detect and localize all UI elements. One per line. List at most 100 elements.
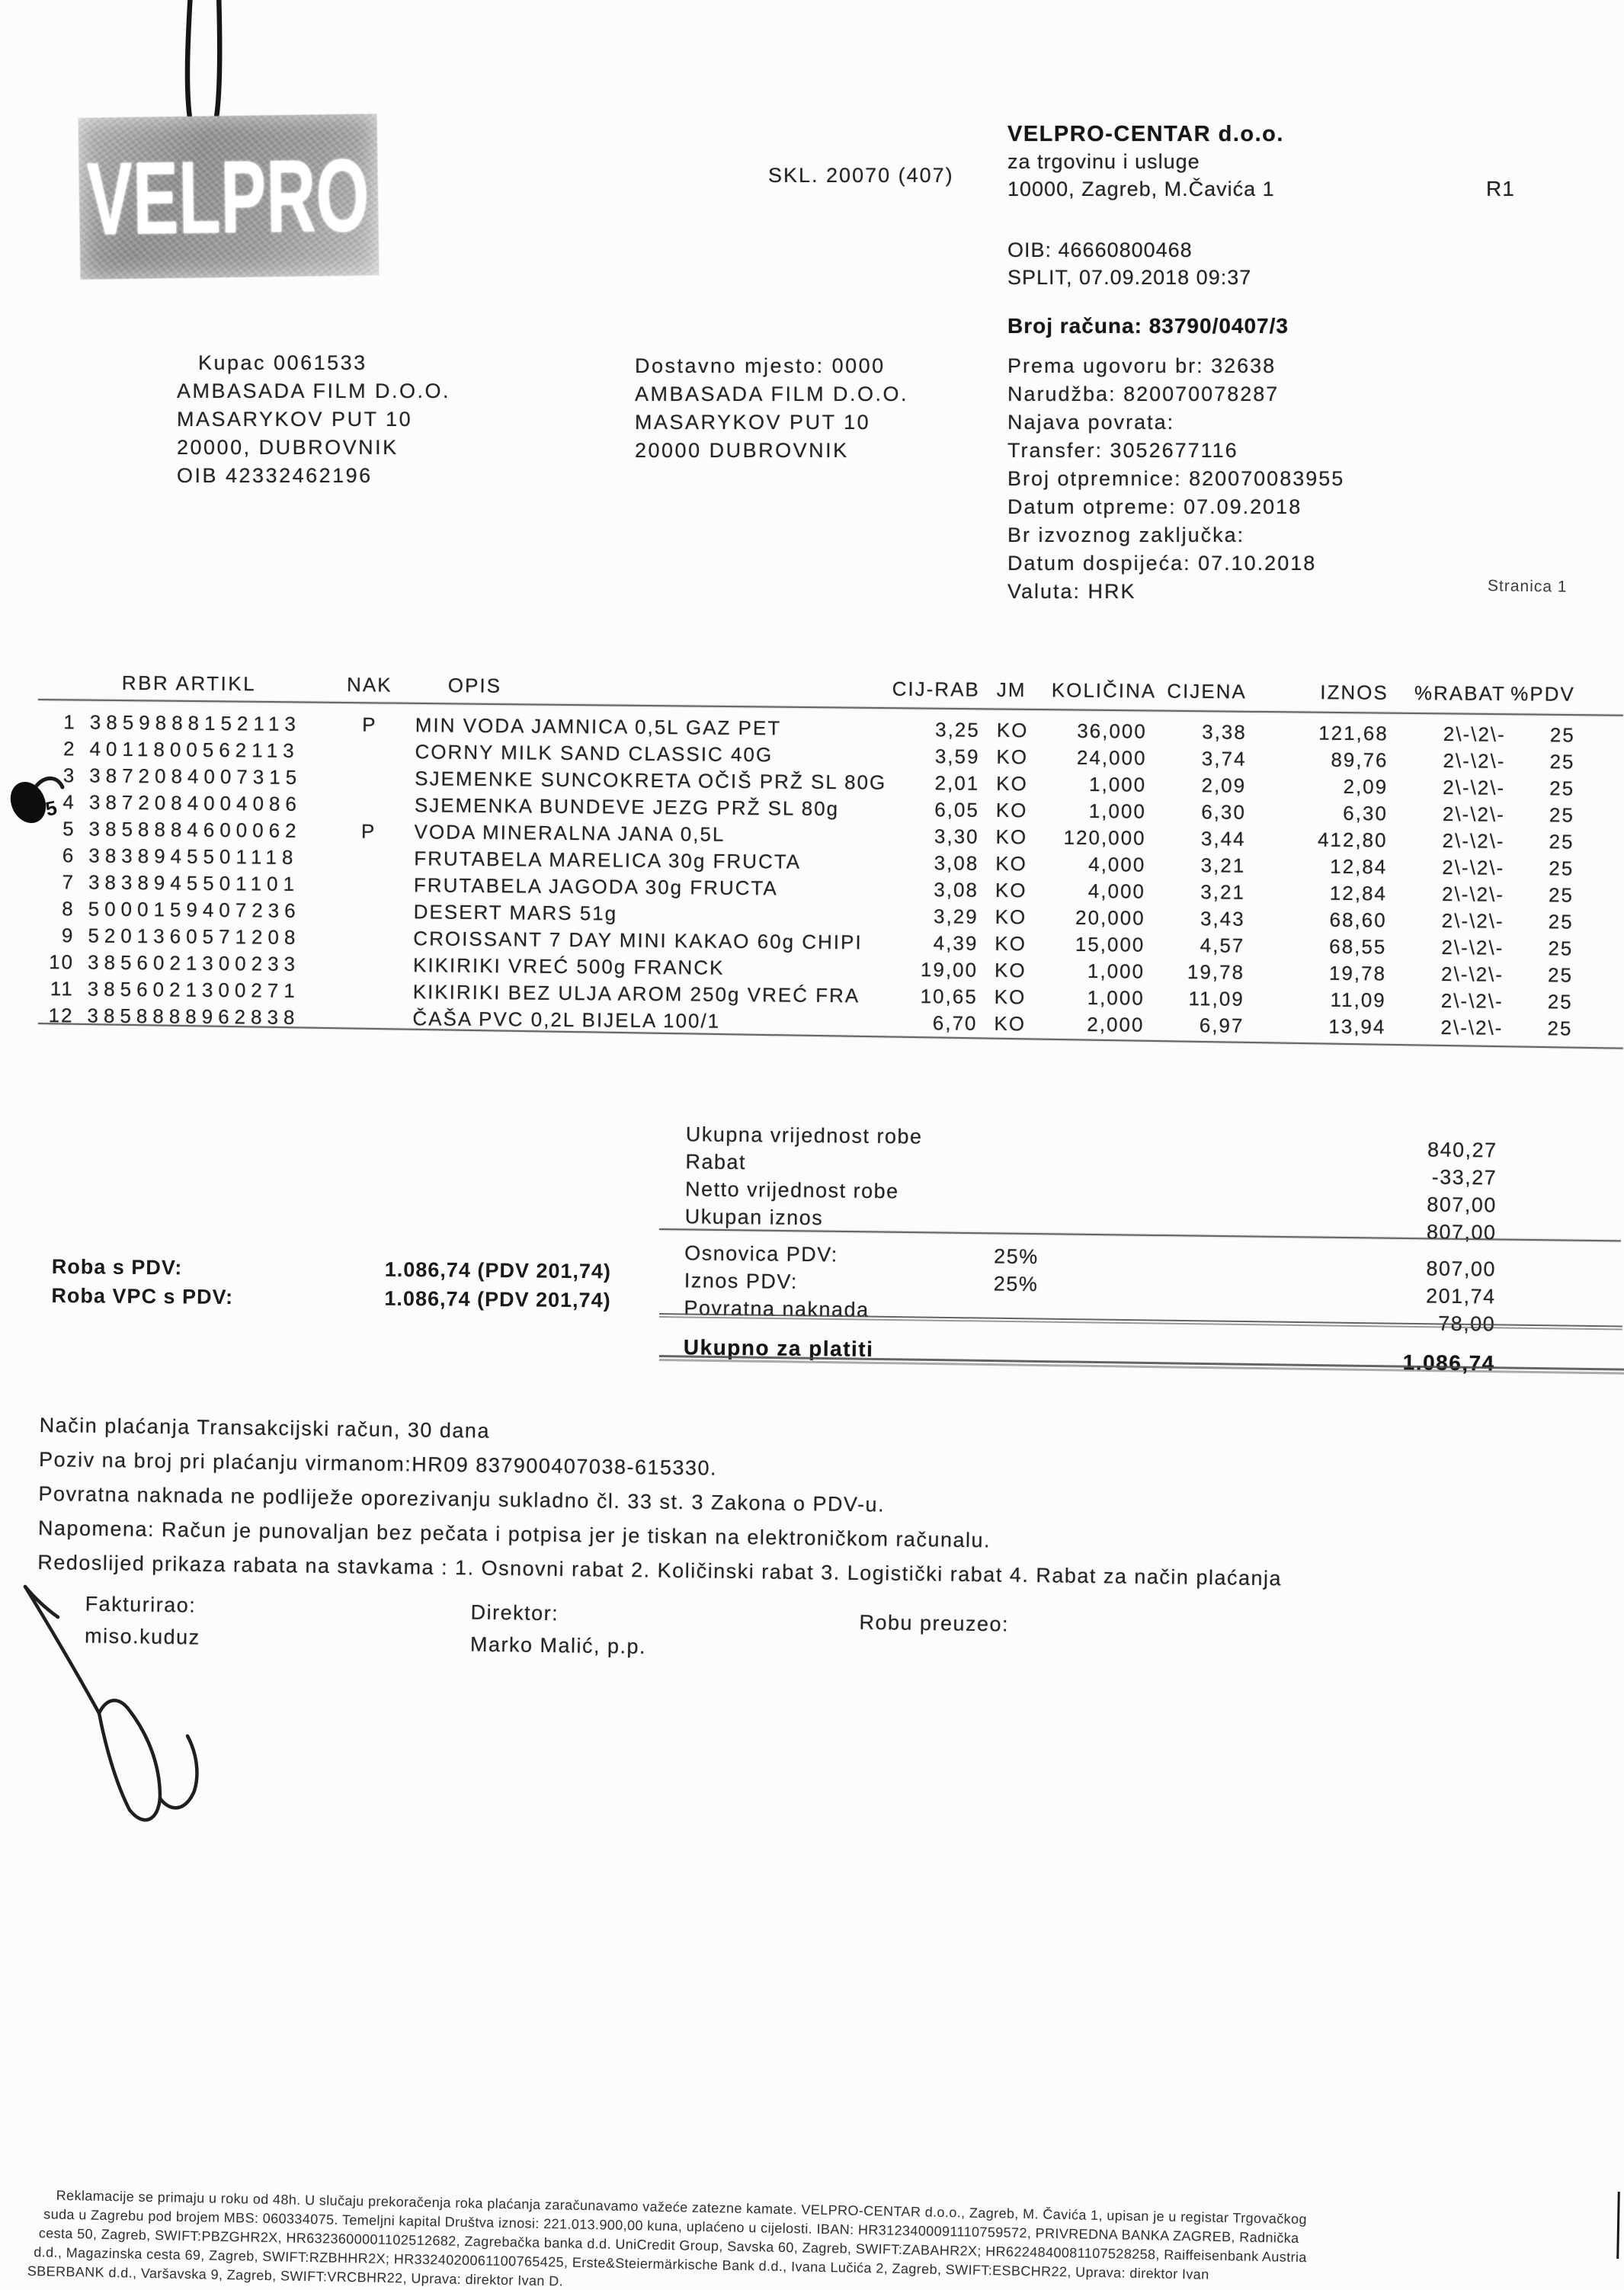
buyer-line: 20000, DUBROVNIK bbox=[177, 436, 399, 459]
cell-jm: KO bbox=[995, 798, 1028, 822]
cell-nak bbox=[334, 844, 402, 872]
cell-artikl: 5000159407236 bbox=[88, 897, 301, 922]
cell-kolicina: 4,000 bbox=[1087, 879, 1146, 903]
cell-cij-rab: 3,08 bbox=[934, 878, 979, 902]
meta-line: Transfer: 3052677116 bbox=[1007, 439, 1238, 462]
cell-iznos: 89,76 bbox=[1331, 748, 1389, 772]
cell-rbr: 7 bbox=[62, 870, 75, 894]
left-totals-label: Roba VPC s PDV: bbox=[51, 1283, 234, 1309]
cell-nak bbox=[334, 871, 402, 898]
cell-rabat: 2\-\2\- bbox=[1442, 856, 1505, 879]
cell-opis: FRUTABELA JAGODA 30g FRUCTA bbox=[413, 873, 778, 900]
cell-cijena: 4,57 bbox=[1200, 934, 1245, 957]
meta-line: Br izvoznog zaključka: bbox=[1007, 524, 1245, 546]
robu-preuzeo-label: Robu preuzeo: bbox=[859, 1610, 1010, 1636]
meta-line: Prema ugovoru br: 32638 bbox=[1007, 354, 1276, 377]
buyer-line: Kupac 0061533 bbox=[198, 351, 367, 374]
items-table-body: 1 3859888152113 P MIN VODA JAMNICA 0,5L … bbox=[39, 709, 1575, 1043]
cell-opis: KIKIRIKI BEZ ULJA AROM 250g VREĆ FRA bbox=[412, 980, 860, 1007]
col-header-rabat: %RABAT bbox=[1414, 681, 1506, 706]
cell-rabat: 2\-\2\- bbox=[1441, 909, 1504, 933]
cell-kolicina: 15,000 bbox=[1075, 932, 1145, 956]
totals-label: Ukupna vrijednost robe bbox=[685, 1123, 923, 1148]
cell-nak bbox=[333, 978, 402, 1005]
meta-line: Datum otpreme: 07.09.2018 bbox=[1007, 495, 1302, 518]
cell-rabat: 2\-\2\- bbox=[1442, 802, 1505, 826]
cell-opis: DESERT MARS 51g bbox=[413, 900, 618, 925]
col-header-opis: OPIS bbox=[447, 674, 502, 697]
spacer bbox=[1007, 203, 1289, 236]
cell-cij-rab: 3,59 bbox=[934, 745, 980, 768]
delivery-line: MASARYKOV PUT 10 bbox=[635, 411, 871, 434]
cell-jm: KO bbox=[995, 825, 1028, 849]
buyer-line: OIB 42332462196 bbox=[177, 464, 373, 487]
totals-rate: 25% bbox=[993, 1272, 1039, 1296]
totals-block: Ukupna vrijednost robe 840,27 Rabat -33,… bbox=[661, 1120, 1619, 1375]
svg-text:5: 5 bbox=[43, 796, 59, 821]
meta-line: Valuta: HRK bbox=[1007, 580, 1136, 603]
cell-cijena: 3,44 bbox=[1200, 827, 1246, 850]
col-header-pdv: %PDV bbox=[1510, 682, 1575, 706]
cell-kolicina: 1,000 bbox=[1087, 985, 1145, 1010]
cell-nak bbox=[335, 791, 403, 818]
cell-nak: P bbox=[360, 819, 376, 843]
cell-pdv: 25 bbox=[1547, 963, 1574, 987]
cell-pdv: 25 bbox=[1548, 937, 1574, 960]
cell-jm: KO bbox=[994, 1011, 1027, 1036]
cell-iznos: 121,68 bbox=[1318, 721, 1389, 745]
col-header-iznos: IZNOS bbox=[1320, 681, 1389, 704]
issue-place-date: SPLIT, 07.09.2018 09:37 bbox=[1007, 266, 1252, 289]
cell-opis: MIN VODA JAMNICA 0,5L GAZ PET bbox=[415, 713, 782, 740]
cell-artikl: 4011800562113 bbox=[89, 737, 299, 762]
cell-pdv: 25 bbox=[1547, 990, 1573, 1014]
meta-line: Broj otpremnice: 820070083955 bbox=[1007, 467, 1345, 490]
col-header-nak: NAK bbox=[347, 673, 392, 697]
cell-jm: KO bbox=[995, 851, 1027, 876]
supplier-activity: za trgovinu i usluge bbox=[1007, 150, 1200, 173]
cell-iznos: 412,80 bbox=[1317, 828, 1388, 852]
cell-iznos: 68,55 bbox=[1329, 934, 1387, 959]
velpro-logo-stamp: VELPRO bbox=[78, 114, 380, 280]
cell-jm: KO bbox=[994, 985, 1027, 1009]
meta-line: Narudžba: 820070078287 bbox=[1007, 383, 1280, 405]
cell-cij-rab: 3,30 bbox=[934, 825, 979, 848]
cell-iznos: 12,84 bbox=[1329, 881, 1388, 905]
cell-nak: P bbox=[362, 713, 377, 736]
totals-label: Ukupan iznos bbox=[684, 1205, 824, 1230]
cell-cijena: 11,09 bbox=[1188, 987, 1244, 1010]
totals-value: 807,00 bbox=[1426, 1220, 1497, 1244]
cell-iznos: 19,78 bbox=[1328, 961, 1387, 985]
left-totals-block: Roba s PDV: 1.086,74 (PDV 201,74) Roba V… bbox=[51, 1252, 738, 1316]
col-header-cij-rab: CIJ-RAB bbox=[892, 677, 980, 701]
pen-scribble-mark bbox=[23, 1584, 199, 1822]
cell-kolicina: 20,000 bbox=[1075, 905, 1145, 930]
cell-artikl: 5201360571208 bbox=[88, 924, 301, 949]
cell-cijena: 2,09 bbox=[1201, 773, 1247, 797]
cell-nak bbox=[335, 738, 403, 765]
totals-value: 1.086,74 bbox=[1402, 1350, 1495, 1376]
cell-rbr: 2 bbox=[62, 737, 76, 761]
cell-pdv: 25 bbox=[1548, 910, 1574, 934]
cell-cijena: 3,21 bbox=[1200, 854, 1246, 877]
cell-rbr: 10 bbox=[49, 950, 75, 974]
cell-rabat: 2\-\2\- bbox=[1441, 936, 1504, 959]
cell-artikl: 3856021300271 bbox=[87, 977, 300, 1002]
cell-nak bbox=[333, 924, 402, 952]
delivery-block: Dostavno mjesto: 0000 AMBASADA FILM D.O.O… bbox=[635, 352, 908, 465]
cell-kolicina: 24,000 bbox=[1076, 745, 1147, 770]
cell-rabat: 2\-\2\- bbox=[1443, 722, 1506, 746]
cell-jm: KO bbox=[995, 931, 1027, 956]
cell-cij-rab: 10,65 bbox=[920, 985, 978, 1008]
cell-iznos: 12,84 bbox=[1330, 854, 1388, 879]
cell-rbr: 9 bbox=[61, 924, 75, 947]
cell-rbr: 11 bbox=[50, 977, 74, 1001]
buyer-line: AMBASADA FILM D.O.O. bbox=[177, 380, 451, 402]
left-totals-row: Roba VPC s PDV: 1.086,74 (PDV 201,74) bbox=[51, 1281, 737, 1316]
cell-rabat: 2\-\2\- bbox=[1440, 962, 1504, 986]
cell-iznos: 2,09 bbox=[1343, 774, 1389, 799]
invoice-number: Broj računa: 83790/0407/3 bbox=[1007, 314, 1289, 338]
totals-label: Rabat bbox=[685, 1150, 747, 1174]
cell-cij-rab: 4,39 bbox=[933, 931, 979, 955]
supplier-oib: OIB: 46660800468 bbox=[1007, 239, 1193, 261]
